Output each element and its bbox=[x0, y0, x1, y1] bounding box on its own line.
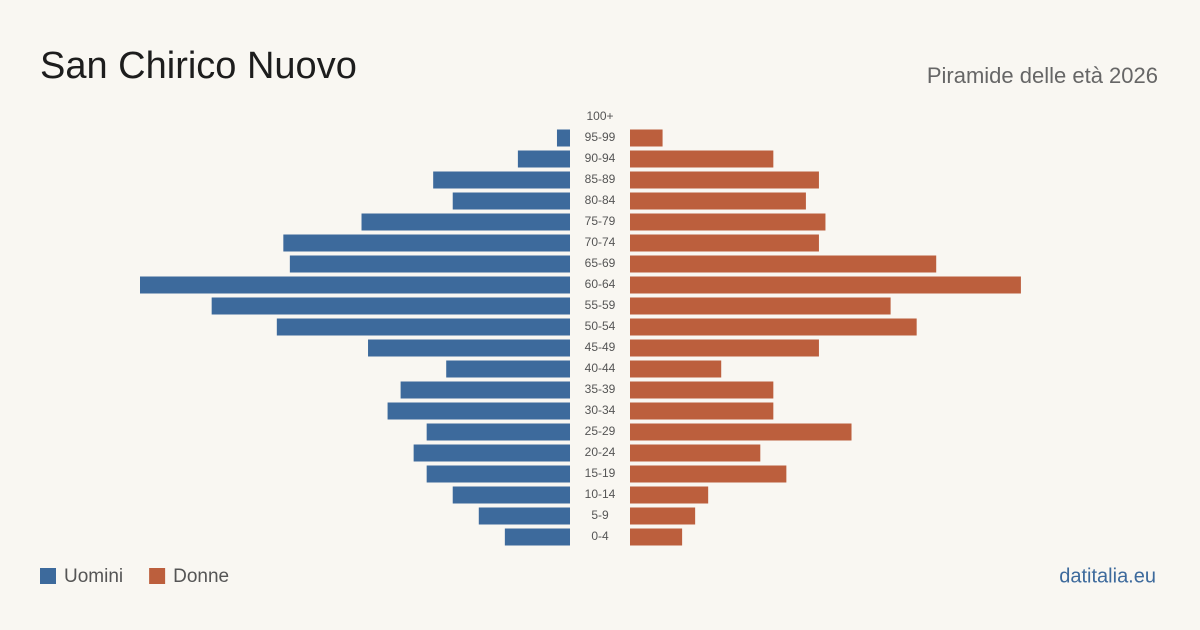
bar bbox=[630, 276, 1021, 294]
bar bbox=[276, 318, 570, 336]
age-label: 90-94 bbox=[585, 151, 616, 165]
bar bbox=[630, 528, 683, 546]
bar bbox=[630, 255, 937, 273]
bar bbox=[630, 129, 663, 147]
age-label: 30-34 bbox=[585, 403, 616, 417]
bar bbox=[630, 213, 826, 231]
age-label: 60-64 bbox=[585, 277, 616, 291]
age-label: 5-9 bbox=[591, 508, 609, 522]
bar bbox=[630, 150, 774, 168]
bar bbox=[630, 486, 709, 504]
age-label: 15-19 bbox=[585, 466, 616, 480]
age-label: 70-74 bbox=[585, 235, 616, 249]
bar bbox=[630, 507, 696, 525]
bar bbox=[630, 360, 722, 378]
chart-title: San Chirico Nuovo bbox=[40, 45, 357, 87]
age-label: 85-89 bbox=[585, 172, 616, 186]
bar bbox=[630, 192, 806, 210]
bar bbox=[400, 381, 570, 399]
bar bbox=[630, 444, 761, 462]
bar bbox=[630, 381, 774, 399]
bar bbox=[283, 234, 570, 252]
bar bbox=[452, 486, 570, 504]
bar bbox=[433, 171, 570, 189]
age-label: 35-39 bbox=[585, 382, 616, 396]
bar bbox=[446, 360, 570, 378]
bar bbox=[630, 171, 819, 189]
bar bbox=[387, 402, 570, 420]
bar bbox=[556, 129, 570, 147]
bar bbox=[452, 192, 570, 210]
age-label: 20-24 bbox=[585, 445, 616, 459]
age-label: 95-99 bbox=[585, 130, 616, 144]
bar bbox=[630, 318, 917, 336]
bar bbox=[413, 444, 570, 462]
age-label: 65-69 bbox=[585, 256, 616, 270]
chart-subtitle: Piramide delle età 2026 bbox=[927, 63, 1158, 88]
age-label: 55-59 bbox=[585, 298, 616, 312]
age-label: 100+ bbox=[586, 109, 613, 123]
age-label: 50-54 bbox=[585, 319, 616, 333]
bar bbox=[289, 255, 570, 273]
legend-label: Donne bbox=[173, 566, 229, 587]
bar bbox=[630, 339, 819, 357]
bar bbox=[368, 339, 570, 357]
bar bbox=[630, 465, 787, 483]
bar bbox=[630, 423, 852, 441]
legend-swatch bbox=[149, 568, 166, 584]
bar bbox=[426, 465, 570, 483]
bar bbox=[630, 402, 774, 420]
age-label: 75-79 bbox=[585, 214, 616, 228]
bar bbox=[504, 528, 570, 546]
legend-swatch bbox=[40, 568, 56, 584]
bar bbox=[426, 423, 570, 441]
bar bbox=[361, 213, 570, 231]
legend-label: Uomini bbox=[64, 566, 123, 587]
bar bbox=[517, 150, 570, 168]
age-label: 45-49 bbox=[585, 340, 616, 354]
bar bbox=[211, 297, 570, 315]
age-label: 25-29 bbox=[585, 424, 616, 438]
age-label: 10-14 bbox=[585, 487, 616, 501]
age-label: 80-84 bbox=[585, 193, 616, 207]
bar bbox=[478, 507, 570, 525]
source: datitalia.eu bbox=[1059, 565, 1156, 587]
age-label: 40-44 bbox=[585, 361, 616, 375]
bar bbox=[140, 276, 570, 294]
bar bbox=[630, 234, 819, 252]
age-label: 0-4 bbox=[591, 529, 609, 543]
bar bbox=[630, 297, 891, 315]
